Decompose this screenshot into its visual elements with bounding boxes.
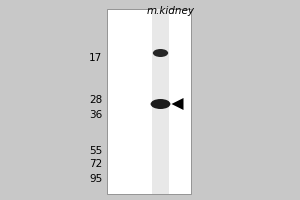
Text: 28: 28 [89, 95, 103, 105]
Bar [152, 9, 169, 194]
Ellipse shape [153, 49, 168, 57]
Text: m.kidney: m.kidney [147, 6, 195, 16]
Text: 95: 95 [89, 174, 103, 184]
Polygon shape [172, 98, 184, 110]
Text: 55: 55 [89, 146, 103, 156]
Text: 36: 36 [89, 110, 103, 120]
Ellipse shape [151, 99, 170, 109]
Text: 72: 72 [89, 159, 103, 169]
Bar [106, 9, 190, 194]
Text: 17: 17 [89, 53, 103, 63]
